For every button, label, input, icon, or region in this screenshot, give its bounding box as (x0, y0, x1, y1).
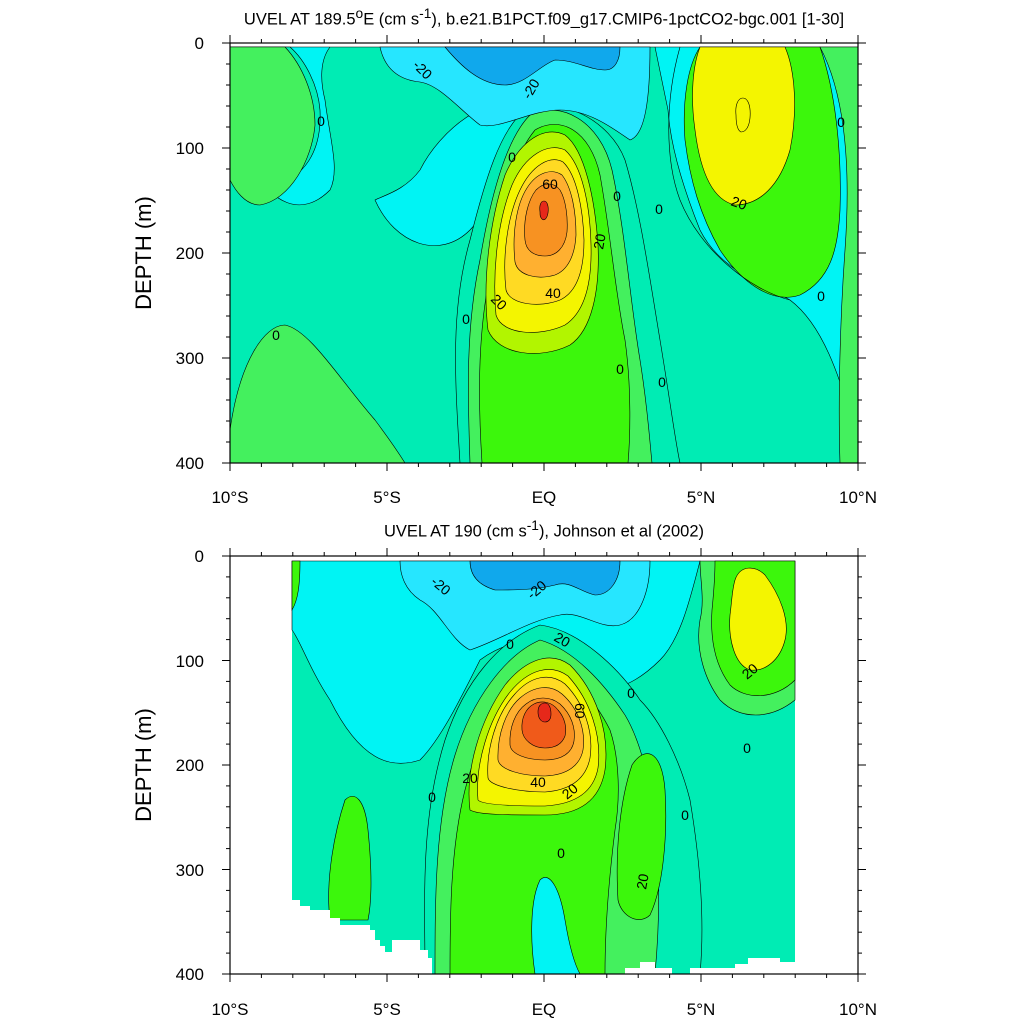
top-contour-label: 60 (542, 176, 558, 192)
top-y-tick-label: 400 (176, 454, 204, 473)
bottom-contour-label: 0 (743, 740, 751, 756)
top-contour-label: 0 (655, 201, 663, 217)
top-title-degree: o (355, 6, 364, 21)
top-x-tick-label: 10°S (211, 488, 248, 507)
bottom-x-tick-label: EQ (532, 1000, 557, 1019)
bottom-panel-title: UVEL AT 190 (cm s-1), Johnson et al (200… (32, 518, 1024, 542)
bottom-contour-label: 0 (428, 789, 436, 805)
bottom-contour-label: 60 (572, 703, 588, 719)
top-x-tick-labels: 10°S 5°S EQ 5°N 10°N (211, 488, 877, 507)
top-y-tick-label: 300 (176, 349, 204, 368)
bottom-right-missing-2 (625, 962, 672, 974)
top-title-main: UVEL AT 189.5 (243, 10, 356, 29)
top-contour-label: 0 (613, 188, 621, 204)
top-contour-label: 20 (729, 193, 749, 213)
top-axis-ticks (222, 35, 866, 471)
top-x-tick-label: 5°S (373, 488, 401, 507)
top-y-tick-label: 100 (176, 139, 204, 158)
top-contour-panel (230, 43, 858, 463)
bottom-x-tick-label: 5°N (687, 1000, 716, 1019)
bottom-left-green-strip (291, 560, 301, 612)
top-neg40-region (444, 46, 621, 86)
top-contour-label: 20 (590, 232, 608, 250)
top-north-core (735, 97, 751, 133)
bottom-contour-label: 40 (530, 774, 546, 790)
bottom-contour-label: 0 (557, 845, 565, 861)
bottom-left-missing (292, 900, 432, 974)
bottom-right-missing (690, 958, 795, 974)
bottom-x-tick-label: 10°S (211, 1000, 248, 1019)
bottom-x-tick-label: 5°S (373, 1000, 401, 1019)
top-bottom-left-green (230, 324, 406, 463)
top-contour-label: 0 (837, 114, 845, 130)
top-title-exponent: -1 (419, 6, 432, 21)
top-x-tick-label: EQ (532, 488, 557, 507)
top-panel-title: UVEL AT 189.5oE (cm s-1), b.e21.B1PCT.f0… (32, 6, 1024, 30)
bottom-contour-label: 20 (552, 629, 574, 651)
top-title-units: E (cm s (363, 10, 420, 29)
bottom-y-tick-label: 0 (195, 547, 204, 566)
top-contour-label: 0 (817, 288, 825, 304)
top-euc-core (539, 200, 549, 221)
top-right-green (819, 46, 858, 463)
bottom-contour-label: 20 (462, 770, 478, 786)
top-contour-label: 0 (272, 327, 280, 343)
bottom-contour-label: 0 (681, 807, 689, 823)
bottom-contour-label: 20 (633, 872, 651, 890)
bottom-y-tick-label: 200 (176, 756, 204, 775)
top-contour-label: 0 (462, 311, 470, 327)
bottom-north-yellow (729, 567, 787, 671)
top-y-tick-label: 0 (195, 34, 204, 53)
top-contour-label: 0 (508, 149, 516, 165)
bottom-euc-core (537, 702, 552, 723)
top-x-tick-label: 10°N (839, 488, 877, 507)
top-contour-label: 0 (317, 113, 325, 129)
bottom-y-tick-label: 100 (176, 652, 204, 671)
top-north-green-outer (668, 46, 791, 301)
bottom-x-tick-label: 10°N (839, 1000, 877, 1019)
top-x-tick-label: 5°N (687, 488, 716, 507)
bottom-neg40-region (469, 560, 621, 596)
top-white-band (230, 43, 858, 47)
top-left-green-blob (230, 46, 316, 206)
top-title-rest: ), b.e21.B1PCT.f09_g17.CMIP6-1pctCO2-bgc… (431, 10, 845, 29)
bottom-west-green-blob (328, 795, 372, 921)
top-contour-label: 40 (545, 285, 561, 301)
bottom-y-axis-label: DEPTH (m) (131, 708, 156, 822)
top-neg20-region (379, 46, 651, 141)
bottom-deep-cyan (531, 877, 581, 974)
top-contour-label: 0 (616, 361, 624, 377)
bottom-y-tick-labels: 0 100 200 300 400 (176, 547, 204, 984)
bottom-x-tick-labels: 10°S 5°S EQ 5°N 10°N (211, 1000, 877, 1019)
top-y-tick-label: 200 (176, 244, 204, 263)
bottom-y-tick-label: 400 (176, 965, 204, 984)
bottom-contour-panel (230, 556, 858, 974)
bottom-y-tick-label: 300 (176, 861, 204, 880)
bottom-title-main: UVEL AT 190 (cm s (383, 522, 527, 541)
bottom-axis-ticks (222, 548, 866, 982)
bottom-euc-80 (521, 701, 567, 749)
bottom-title-rest: ), Johnson et al (2002) (538, 522, 705, 541)
bottom-north-green-tongue (616, 753, 667, 920)
top-y-axis-label: DEPTH (m) (131, 196, 156, 310)
bottom-contour-label: 0 (506, 636, 514, 652)
top-y-tick-labels: 0 100 200 300 400 (176, 34, 204, 473)
top-euc-70 (524, 183, 568, 257)
bottom-title-exponent: -1 (526, 518, 539, 533)
bottom-contour-label: 0 (627, 685, 635, 701)
top-contour-label: 0 (658, 374, 666, 390)
